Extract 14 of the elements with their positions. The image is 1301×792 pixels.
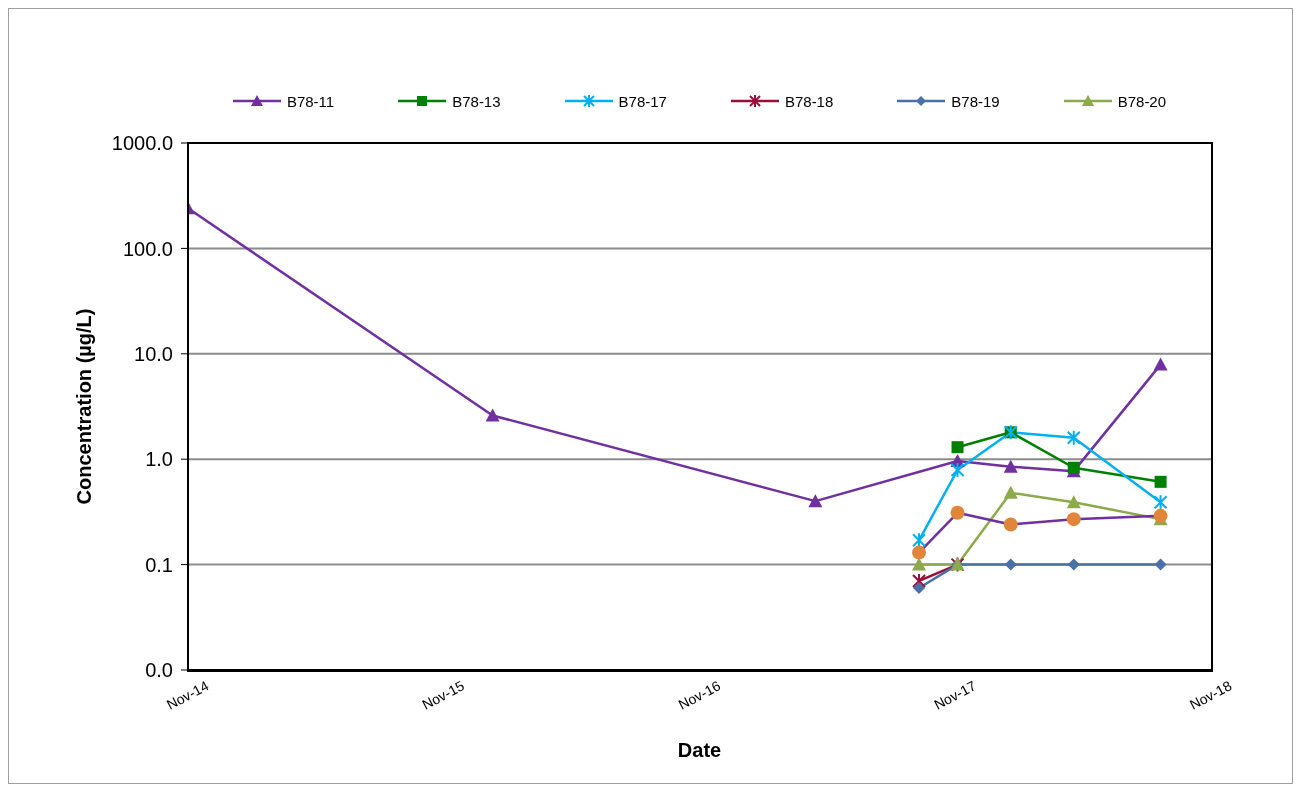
y-tick-label: 1.0 — [145, 448, 173, 471]
y-tick-label: 0.1 — [145, 553, 173, 576]
legend-label: B78-19 — [951, 92, 1000, 110]
legend-label: B78-17 — [618, 92, 667, 110]
legend-label: B78-13 — [452, 92, 501, 110]
x-axis-title: Date — [677, 739, 722, 761]
y-tick-label: 0.0 — [145, 659, 173, 682]
y-tick-label: 100.0 — [122, 237, 173, 260]
legend-label: B78-18 — [784, 92, 834, 110]
y-tick-label: 10.0 — [134, 342, 173, 365]
legend-label: B78-20 — [1117, 92, 1167, 110]
y-axis-title: Concentration (µg/L) — [73, 308, 96, 505]
legend-label: B78-11 — [286, 92, 335, 110]
y-tick-label: 1000.0 — [111, 132, 173, 155]
